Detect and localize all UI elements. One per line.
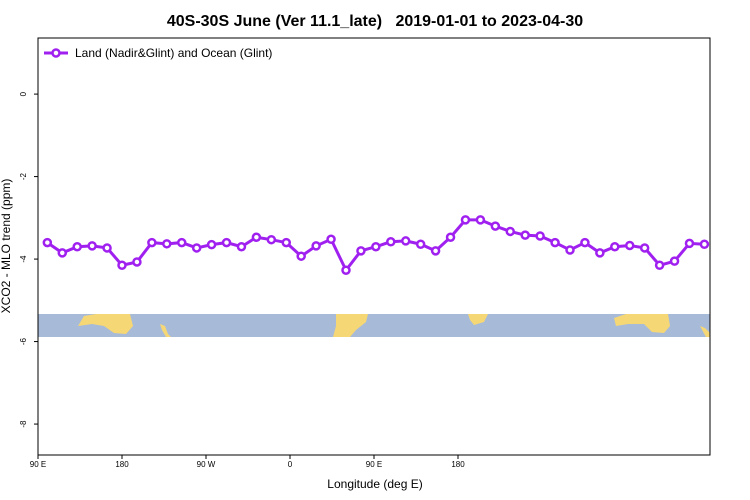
ocean — [38, 314, 710, 337]
x-tick-label: 180 — [451, 460, 465, 469]
point — [296, 251, 306, 261]
x-tick-label: 90 E — [30, 460, 46, 469]
point — [341, 265, 351, 275]
point — [132, 257, 142, 267]
point — [565, 245, 575, 255]
point — [550, 237, 560, 248]
point — [535, 231, 545, 241]
point — [191, 243, 202, 253]
point — [654, 260, 665, 271]
x-tick-label: 90 E — [366, 460, 382, 469]
y-tick-label: -4 — [19, 255, 28, 263]
point — [176, 237, 187, 248]
point — [520, 230, 530, 240]
land — [78, 314, 133, 334]
land — [700, 326, 710, 337]
point — [236, 241, 247, 252]
point — [595, 248, 605, 258]
y-tick-label: 0 — [19, 91, 28, 96]
point — [251, 232, 262, 242]
point — [624, 240, 635, 251]
point — [430, 246, 441, 256]
point — [42, 237, 53, 248]
point — [669, 256, 680, 266]
map-strip — [38, 314, 710, 337]
point — [400, 236, 411, 246]
point — [206, 239, 217, 250]
y-tick-label: -8 — [19, 420, 28, 428]
land — [468, 314, 488, 325]
point — [684, 238, 695, 249]
land — [614, 314, 670, 333]
point — [580, 237, 590, 248]
land — [333, 314, 368, 337]
y-tick-label: -6 — [19, 337, 28, 345]
point — [72, 241, 82, 252]
point — [221, 237, 232, 248]
point — [371, 241, 381, 252]
point — [326, 234, 336, 245]
point — [699, 239, 710, 249]
point — [386, 237, 396, 247]
point — [490, 221, 501, 231]
point — [311, 241, 321, 251]
point — [117, 260, 127, 271]
legend-label: Land (Nadir&Glint) and Ocean (Glint) — [75, 46, 272, 60]
chart-title: 40S-30S June (Ver 11.1_late) 2019-01-01 … — [167, 13, 583, 30]
x-tick-label: 90 W — [197, 460, 216, 469]
point — [356, 246, 366, 256]
y-tick-label: -2 — [19, 172, 28, 180]
land — [160, 324, 171, 337]
legend-marker — [51, 48, 61, 58]
x-axis-label: Longitude (deg E) — [327, 477, 422, 491]
point — [266, 234, 277, 245]
point — [639, 243, 650, 253]
point — [610, 241, 620, 252]
point — [87, 241, 97, 251]
point — [57, 248, 68, 258]
point — [445, 232, 456, 242]
point — [162, 239, 172, 249]
point — [281, 237, 292, 248]
point — [475, 215, 486, 225]
y-axis-label: XCO2 - MLO trend (ppm) — [0, 179, 13, 314]
x-tick-label: 180 — [115, 460, 129, 469]
point — [505, 226, 516, 237]
point — [102, 243, 112, 253]
point — [460, 215, 471, 225]
point — [415, 239, 426, 249]
point — [147, 237, 157, 248]
x-tick-label: 0 — [288, 460, 293, 469]
